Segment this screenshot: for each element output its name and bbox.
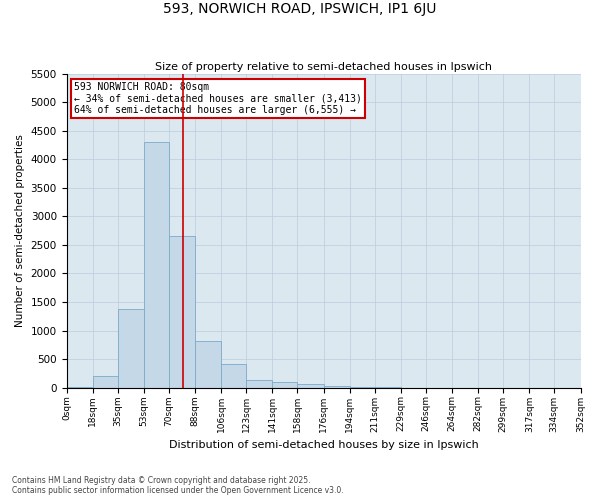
Y-axis label: Number of semi-detached properties: Number of semi-detached properties — [15, 134, 25, 327]
Bar — [93, 376, 118, 388]
Text: 593 NORWICH ROAD: 80sqm
← 34% of semi-detached houses are smaller (3,413)
64% of: 593 NORWICH ROAD: 80sqm ← 34% of semi-de… — [74, 82, 362, 114]
Text: Contains HM Land Registry data © Crown copyright and database right 2025.
Contai: Contains HM Land Registry data © Crown c… — [12, 476, 344, 495]
Bar — [169, 236, 195, 388]
Bar — [323, 386, 350, 388]
Bar — [195, 341, 221, 388]
Bar — [246, 380, 272, 388]
Bar — [297, 384, 323, 388]
Bar — [144, 142, 169, 388]
Title: Size of property relative to semi-detached houses in Ipswich: Size of property relative to semi-detach… — [155, 62, 492, 72]
Bar — [67, 386, 93, 388]
X-axis label: Distribution of semi-detached houses by size in Ipswich: Distribution of semi-detached houses by … — [169, 440, 478, 450]
Bar — [272, 382, 297, 388]
Bar — [118, 309, 144, 388]
Bar — [221, 364, 246, 388]
Text: 593, NORWICH ROAD, IPSWICH, IP1 6JU: 593, NORWICH ROAD, IPSWICH, IP1 6JU — [163, 2, 437, 16]
